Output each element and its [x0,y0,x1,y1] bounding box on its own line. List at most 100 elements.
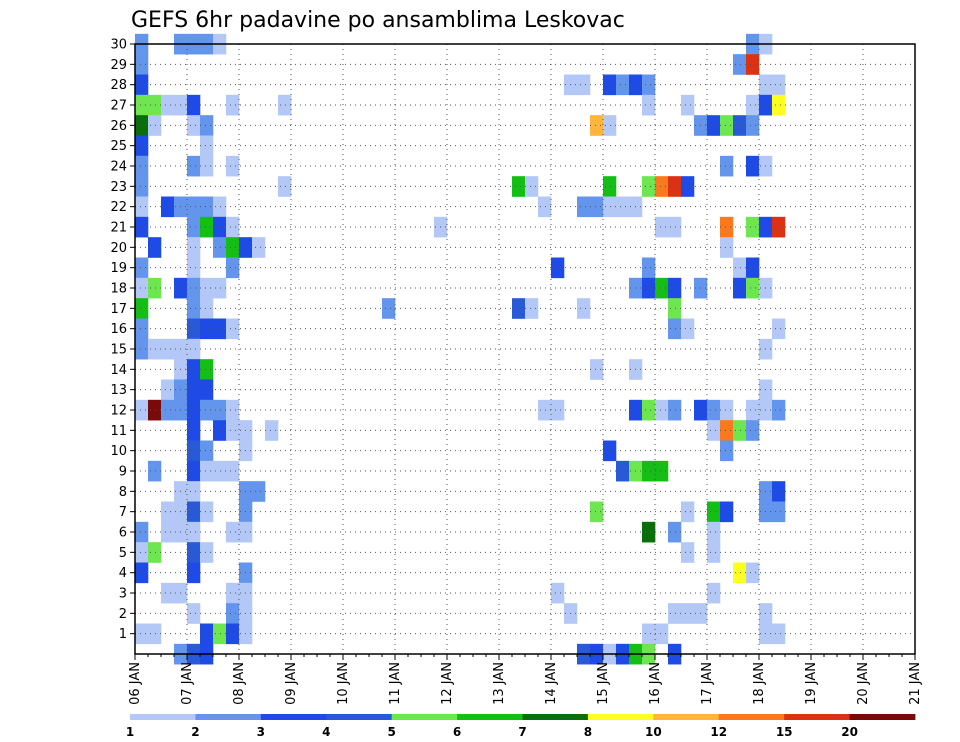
precip-cell [187,359,201,380]
precip-cell [720,237,734,258]
precip-cell [148,277,162,299]
colorbar-swatch [849,714,916,720]
precip-cell [135,277,149,299]
precip-cell [681,542,695,563]
precip-cell [655,176,669,197]
precip-cell [707,420,721,441]
precip-cell [187,521,201,543]
precip-cell [135,155,149,177]
colorbar-swatch [522,714,589,720]
precip-cell [642,623,656,645]
precip-cell [161,338,175,360]
precip-cell [135,399,149,421]
precip-cell [590,115,604,136]
precip-cell [668,277,682,299]
y-tick-label: 21 [110,221,127,236]
y-tick-label: 9 [119,465,127,480]
precip-cell [135,54,149,75]
precip-cell [148,237,162,258]
precip-cell [720,115,734,136]
x-tick-label: 13 JAN [492,662,507,705]
y-tick-label: 2 [119,607,127,622]
precip-cell [226,521,240,543]
precip-cell [668,318,682,340]
precip-cell [681,176,695,197]
precip-cell [135,94,149,116]
precip-cell [733,562,747,584]
y-tick-label: 26 [110,119,127,134]
precip-cell [668,521,682,543]
precip-cell [772,74,786,96]
precip-cell [200,277,214,299]
y-tick-label: 3 [119,587,127,602]
colorbar-tick-label: 8 [584,725,592,739]
y-tick-label: 13 [110,383,127,398]
colorbar-swatch [195,714,262,720]
precip-cell [161,582,175,604]
precip-cell [161,521,175,543]
precip-cell [577,74,591,96]
colorbar: 1 2 3 4 5 6 7 8 10 12 15 20 [126,714,916,739]
precip-cell [655,623,669,645]
precip-cell [226,603,240,624]
precip-cell [135,542,149,563]
precip-cell [187,603,201,624]
precip-cell [213,196,227,218]
y-tick-label: 30 [110,38,127,53]
y-tick-label: 4 [119,566,127,581]
precip-cell [512,298,526,319]
colorbar-tick-label: 6 [453,725,461,739]
precip-cell [642,74,656,96]
precip-cell [590,359,604,380]
precip-cell [135,196,149,218]
precip-cell [213,216,227,238]
precip-cell [161,399,175,421]
x-tick-label: 07 JAN [180,662,195,705]
precip-cell [187,277,201,299]
y-tick-label: 18 [110,282,127,297]
precip-cell [200,399,214,421]
precip-cell [200,379,214,401]
precip-cell [668,298,682,319]
precip-cell [577,196,591,218]
precip-cell [252,237,266,258]
precip-cell [603,196,617,218]
precip-cell [772,481,786,502]
precip-cell [668,216,682,238]
precip-cell [655,399,669,421]
precip-cell [746,94,760,116]
precip-cell [213,420,227,441]
precip-cell [213,318,227,340]
precip-cell [161,196,175,218]
precip-cell [733,115,747,136]
y-tick-label: 17 [110,302,127,317]
y-tick-label: 27 [110,99,127,114]
precip-cell [161,379,175,401]
precip-cell [200,542,214,563]
precip-cell [135,257,149,279]
y-tick-label: 1 [119,627,127,642]
precip-cell [590,501,604,523]
y-tick-label: 15 [110,343,127,358]
precip-cell [590,196,604,218]
precip-cell [642,460,656,482]
precip-cell [746,115,760,136]
precip-cell [135,338,149,360]
precip-cell [720,155,734,177]
precip-cell [187,155,201,177]
colorbar-swatch [260,714,327,720]
precip-cell [187,379,201,401]
precip-cell [213,237,227,258]
precip-cell [525,298,539,319]
colorbar-swatch [391,714,458,720]
x-tick-label: 08 JAN [232,662,247,705]
precip-cell [720,440,734,462]
y-tick-label: 5 [119,546,127,561]
x-tick-label: 10 JAN [336,662,351,705]
y-tick-label: 12 [110,404,127,419]
precip-cell [382,298,396,319]
x-tick-label: 16 JAN [648,662,663,705]
precip-cell [551,257,565,279]
x-tick-label: 12 JAN [440,662,455,705]
precip-cell [733,257,747,279]
